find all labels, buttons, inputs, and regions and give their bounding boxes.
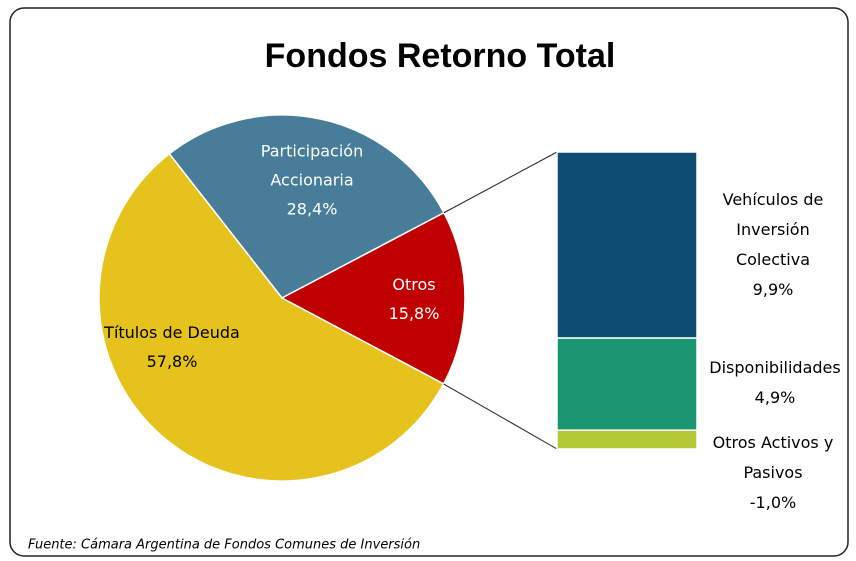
pie-slice [280,211,466,385]
slice-label: Títulos de Deuda 57,8% [102,318,242,376]
slice-name: Títulos de Deuda [104,323,240,342]
segment-label: Disponibilidades 4,9% [700,353,850,413]
source-note: Fuente: Cámara Argentina de Fondos Comun… [28,538,420,553]
segment-value: 4,9% [754,388,796,407]
bar-segment [556,429,698,450]
connector [443,383,558,450]
segment-name: Otros Activos y Pasivos [712,433,834,482]
slice-name: Otros [392,275,436,294]
chart-title: Fondos Retorno Total [265,37,616,75]
segment-label: Vehículos de Inversión Colectiva 9,9% [708,185,838,305]
slice-label: Otros 15,8% [344,270,484,328]
slice-value: 15,8% [388,304,440,323]
pie-slice [168,114,445,299]
segment-name: Disponibilidades [709,358,841,377]
segment-label: Otros Activos y Pasivos -1,0% [708,428,838,518]
connector [443,151,558,214]
bar-segment [556,337,698,431]
pie-slice [98,152,445,482]
slice-label: Participación Accionaria 28,4% [237,137,387,224]
slice-value: 28,4% [286,199,338,219]
slice-value: 57,8% [146,352,198,371]
slice-name: Participación Accionaria [260,141,364,190]
segment-value: 9,9% [752,280,794,299]
bar-segment [556,151,698,339]
segment-name: Vehículos de Inversión Colectiva [722,190,824,269]
segment-value: -1,0% [749,493,797,512]
